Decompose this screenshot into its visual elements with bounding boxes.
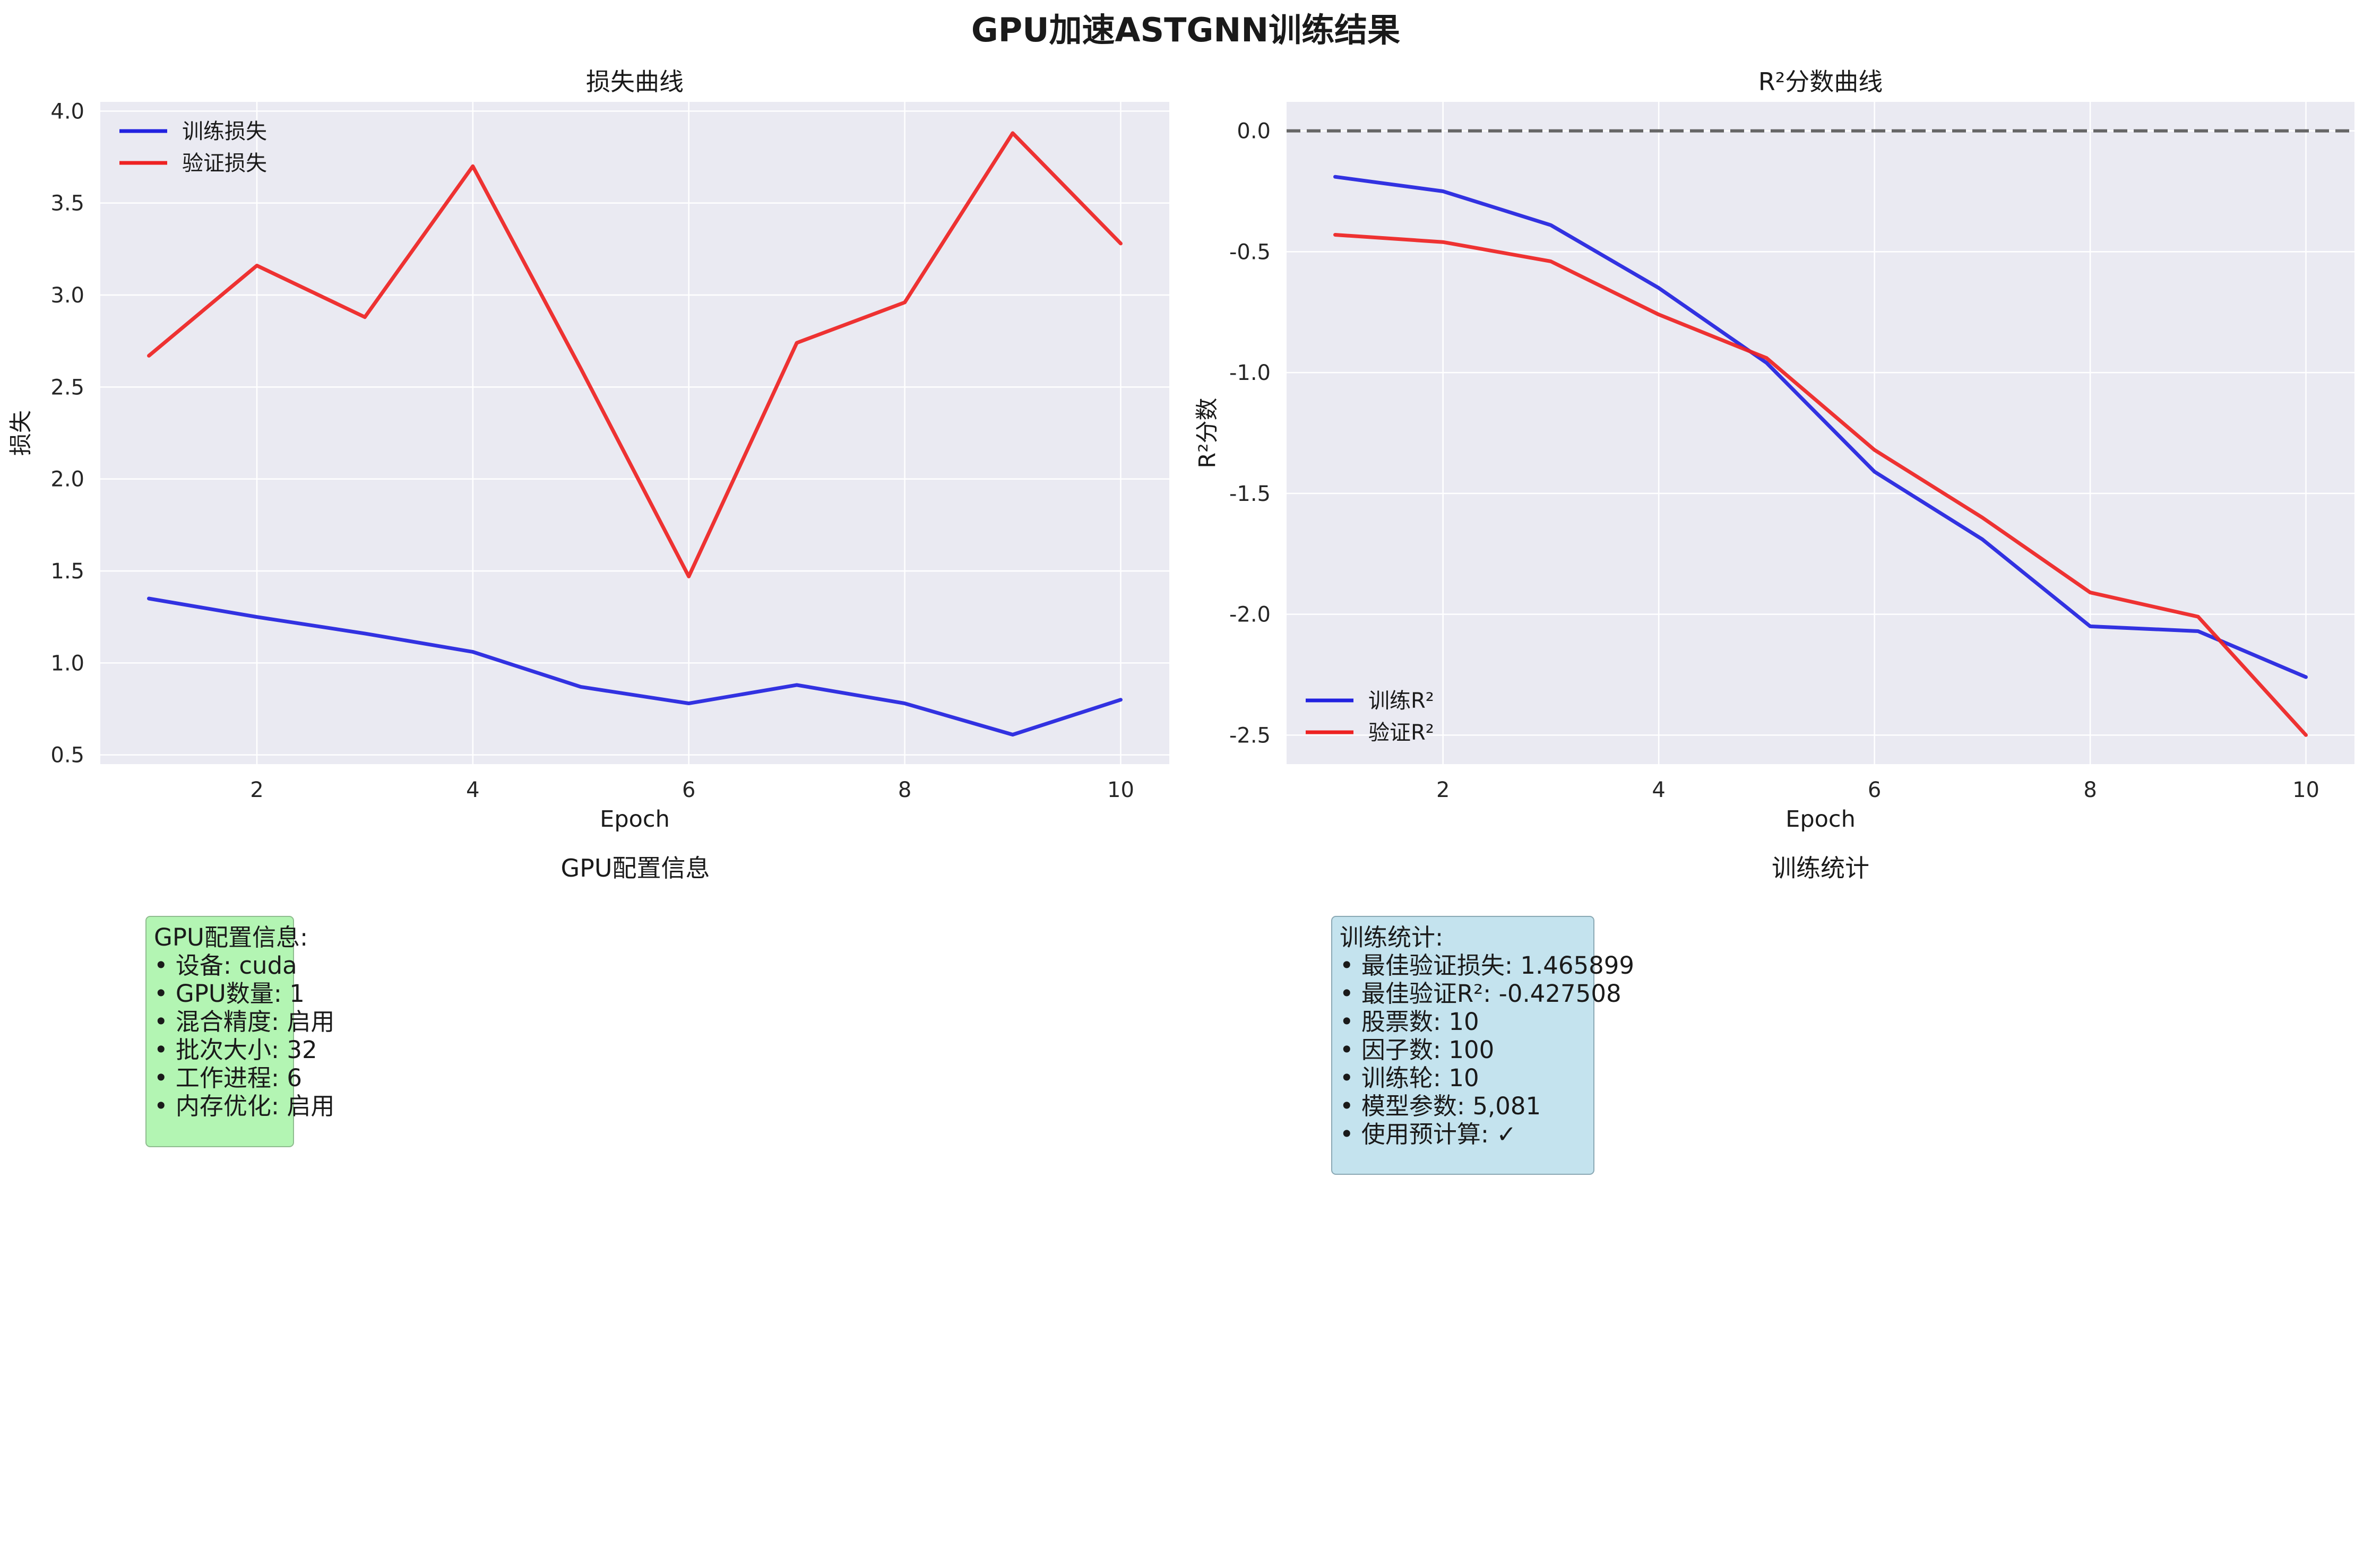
x-tick-label: 2 <box>250 778 263 802</box>
figure-title: GPU加速ASTGNN训练结果 <box>971 11 1400 49</box>
y-tick-label: 1.0 <box>50 651 84 675</box>
training-stats-line: • 使用预计算: ✓ <box>1340 1120 1517 1148</box>
x-tick-label: 8 <box>898 778 911 802</box>
x-axis-label: Epoch <box>600 806 670 833</box>
y-tick-label: 1.5 <box>50 559 84 584</box>
y-tick-label: -0.5 <box>1229 240 1271 264</box>
r2-chart: 2 4 6 8 10 0.0 -0.5 -1.0 -1.5 -2.0 -2.5 R²分数曲线 Epoch… <box>1194 67 2354 833</box>
gpu-config-line: • 工作进程: 6 <box>154 1064 302 1092</box>
training-stats-box: 训练统计: • 最佳验证损失: 1.465899 • 最佳验证R²: -0.4275… <box>1331 916 1635 1175</box>
training-stats-line: • 训练轮: 10 <box>1340 1064 1479 1092</box>
x-axis-label: Epoch <box>1786 806 1856 833</box>
legend-label: 训练损失 <box>182 119 267 144</box>
y-axis-label: 损失 <box>8 410 34 456</box>
legend-label: 训练R² <box>1368 689 1434 713</box>
y-tick-label: -1.5 <box>1229 482 1271 506</box>
plot-area <box>100 102 1169 764</box>
legend-label: 验证损失 <box>182 151 267 176</box>
gpu-config-line: • 内存优化: 启用 <box>154 1092 335 1120</box>
loss-chart: 2 4 6 8 10 0.5 1.0 1.5 2.0 2.5 3.0 3.5 4.0 损失曲线 Epoch 损… <box>8 67 1169 833</box>
y-tick-label: 2.5 <box>50 375 84 400</box>
gpu-config-line: • GPU数量: 1 <box>154 980 305 1008</box>
gpu-config-line: • 设备: cuda <box>154 951 297 980</box>
training-stats-line: • 股票数: 10 <box>1340 1008 1479 1036</box>
x-tick-label: 8 <box>2083 778 2097 802</box>
x-tick-label: 6 <box>682 778 695 802</box>
y-tick-label: -1.0 <box>1229 361 1271 385</box>
gpu-config-line: GPU配置信息: <box>154 923 308 951</box>
x-tick-label: 10 <box>1107 778 1134 802</box>
chart-title: 损失曲线 <box>586 67 684 96</box>
x-tick-label: 2 <box>1436 778 1450 802</box>
gpu-config-line: • 混合精度: 启用 <box>154 1008 335 1036</box>
training-stats-line: • 模型参数: 5,081 <box>1340 1092 1541 1120</box>
y-tick-label: -2.0 <box>1229 603 1271 627</box>
training-stats-line: • 最佳验证损失: 1.465899 <box>1340 951 1635 980</box>
stats-panel-title: 训练统计 <box>1772 854 1869 882</box>
x-tick-label: 4 <box>466 778 479 802</box>
plot-area <box>1287 102 2354 764</box>
x-tick-label: 6 <box>1868 778 1881 802</box>
legend-label: 验证R² <box>1368 721 1434 745</box>
y-tick-label: -2.5 <box>1229 723 1271 748</box>
y-tick-label: 3.5 <box>50 192 84 216</box>
y-tick-label: 0.0 <box>1237 119 1271 144</box>
series-line <box>1333 233 2308 737</box>
x-tick-label: 10 <box>2292 778 2319 802</box>
y-tick-label: 2.0 <box>50 467 84 492</box>
series-line <box>147 596 1123 737</box>
chart-title: R²分数曲线 <box>1758 67 1883 96</box>
y-tick-label: 4.0 <box>50 99 84 124</box>
x-tick-label: 4 <box>1652 778 1665 802</box>
y-axis-label: R²分数 <box>1194 397 1221 468</box>
y-tick-label: 3.0 <box>50 283 84 308</box>
training-stats-line: • 最佳验证R²: -0.427508 <box>1340 980 1621 1008</box>
series-line <box>147 131 1123 578</box>
series-line <box>1333 175 2308 679</box>
gpu-config-box: GPU配置信息: • 设备: cuda • GPU数量: 1 • 混合精度: 启用 • … <box>145 916 335 1147</box>
y-tick-label: 0.5 <box>50 743 84 768</box>
gpu-config-line: • 批次大小: 32 <box>154 1036 317 1064</box>
training-stats-line: • 因子数: 100 <box>1340 1036 1495 1064</box>
training-stats-line: 训练统计: <box>1340 923 1444 951</box>
gpu-panel-title: GPU配置信息 <box>560 854 710 882</box>
